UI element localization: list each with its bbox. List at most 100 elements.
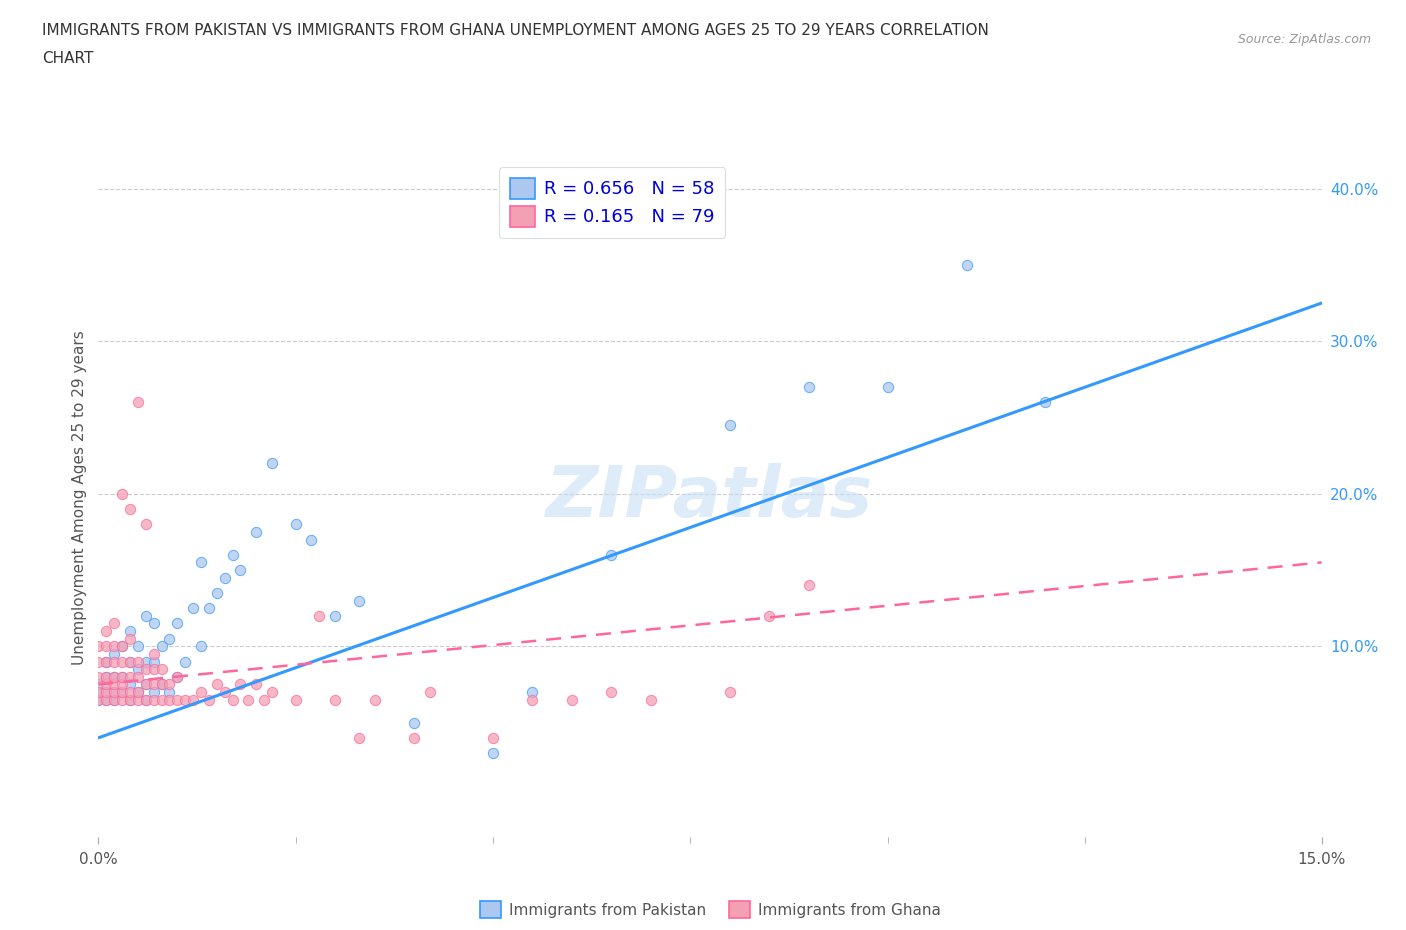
Point <box>96 692 118 707</box>
Point <box>127 692 149 707</box>
Point <box>87 692 110 707</box>
Point <box>103 684 125 699</box>
Point <box>127 394 149 409</box>
Point <box>96 639 118 654</box>
Point <box>404 730 426 745</box>
Point <box>142 654 165 669</box>
Point <box>221 692 243 707</box>
Point <box>229 677 252 692</box>
Point <box>214 570 236 585</box>
Point <box>127 662 149 677</box>
Point <box>135 677 157 692</box>
Point <box>142 662 165 677</box>
Point <box>214 684 236 699</box>
Legend: Immigrants from Pakistan, Immigrants from Ghana: Immigrants from Pakistan, Immigrants fro… <box>474 895 946 924</box>
Point <box>150 692 173 707</box>
Point <box>205 586 228 601</box>
Point <box>174 654 197 669</box>
Point <box>127 684 149 699</box>
Y-axis label: Unemployment Among Ages 25 to 29 years: Unemployment Among Ages 25 to 29 years <box>72 330 87 665</box>
Point <box>87 684 110 699</box>
Point <box>150 677 173 692</box>
Point <box>181 692 204 707</box>
Point <box>347 730 370 745</box>
Point <box>96 684 118 699</box>
Point <box>363 692 385 707</box>
Point <box>135 692 157 707</box>
Point <box>118 654 141 669</box>
Point <box>87 692 110 707</box>
Point <box>135 692 157 707</box>
Point <box>166 616 188 631</box>
Point <box>118 692 141 707</box>
Point <box>118 692 141 707</box>
Text: Source: ZipAtlas.com: Source: ZipAtlas.com <box>1237 33 1371 46</box>
Point <box>797 578 820 592</box>
Point <box>260 684 283 699</box>
Point <box>103 616 125 631</box>
Point <box>1035 394 1057 409</box>
Point <box>118 684 141 699</box>
Text: CHART: CHART <box>42 51 94 66</box>
Point <box>150 639 173 654</box>
Point <box>955 258 977 272</box>
Point <box>166 670 188 684</box>
Point <box>718 684 741 699</box>
Point <box>482 730 505 745</box>
Point <box>111 684 134 699</box>
Point <box>103 692 125 707</box>
Point <box>96 654 118 669</box>
Point <box>96 670 118 684</box>
Point <box>323 692 346 707</box>
Point <box>111 639 134 654</box>
Point <box>142 616 165 631</box>
Point <box>522 684 544 699</box>
Point <box>245 525 267 539</box>
Point <box>103 646 125 661</box>
Point <box>96 654 118 669</box>
Point <box>142 684 165 699</box>
Point <box>135 662 157 677</box>
Point <box>96 692 118 707</box>
Point <box>482 746 505 761</box>
Point <box>135 608 157 623</box>
Point <box>561 692 583 707</box>
Point <box>404 715 426 730</box>
Point <box>111 670 134 684</box>
Point <box>718 418 741 432</box>
Point <box>103 692 125 707</box>
Point <box>150 677 173 692</box>
Point <box>221 548 243 563</box>
Point <box>238 692 260 707</box>
Point <box>103 684 125 699</box>
Point <box>142 646 165 661</box>
Point <box>118 654 141 669</box>
Point <box>127 670 149 684</box>
Point <box>166 692 188 707</box>
Point <box>118 677 141 692</box>
Point <box>96 677 118 692</box>
Point <box>135 654 157 669</box>
Point <box>522 692 544 707</box>
Point <box>323 608 346 623</box>
Point <box>111 684 134 699</box>
Point <box>87 677 110 692</box>
Point <box>96 624 118 639</box>
Point <box>190 555 212 570</box>
Point <box>87 684 110 699</box>
Text: IMMIGRANTS FROM PAKISTAN VS IMMIGRANTS FROM GHANA UNEMPLOYMENT AMONG AGES 25 TO : IMMIGRANTS FROM PAKISTAN VS IMMIGRANTS F… <box>42 23 988 38</box>
Point <box>159 677 181 692</box>
Point <box>142 677 165 692</box>
Point <box>118 631 141 646</box>
Text: ZIPatlas: ZIPatlas <box>547 463 873 532</box>
Point <box>758 608 780 623</box>
Point <box>96 684 118 699</box>
Point <box>419 684 441 699</box>
Point <box>284 517 307 532</box>
Point <box>111 486 134 501</box>
Point <box>111 654 134 669</box>
Point <box>87 670 110 684</box>
Point <box>253 692 276 707</box>
Point <box>284 692 307 707</box>
Point <box>159 692 181 707</box>
